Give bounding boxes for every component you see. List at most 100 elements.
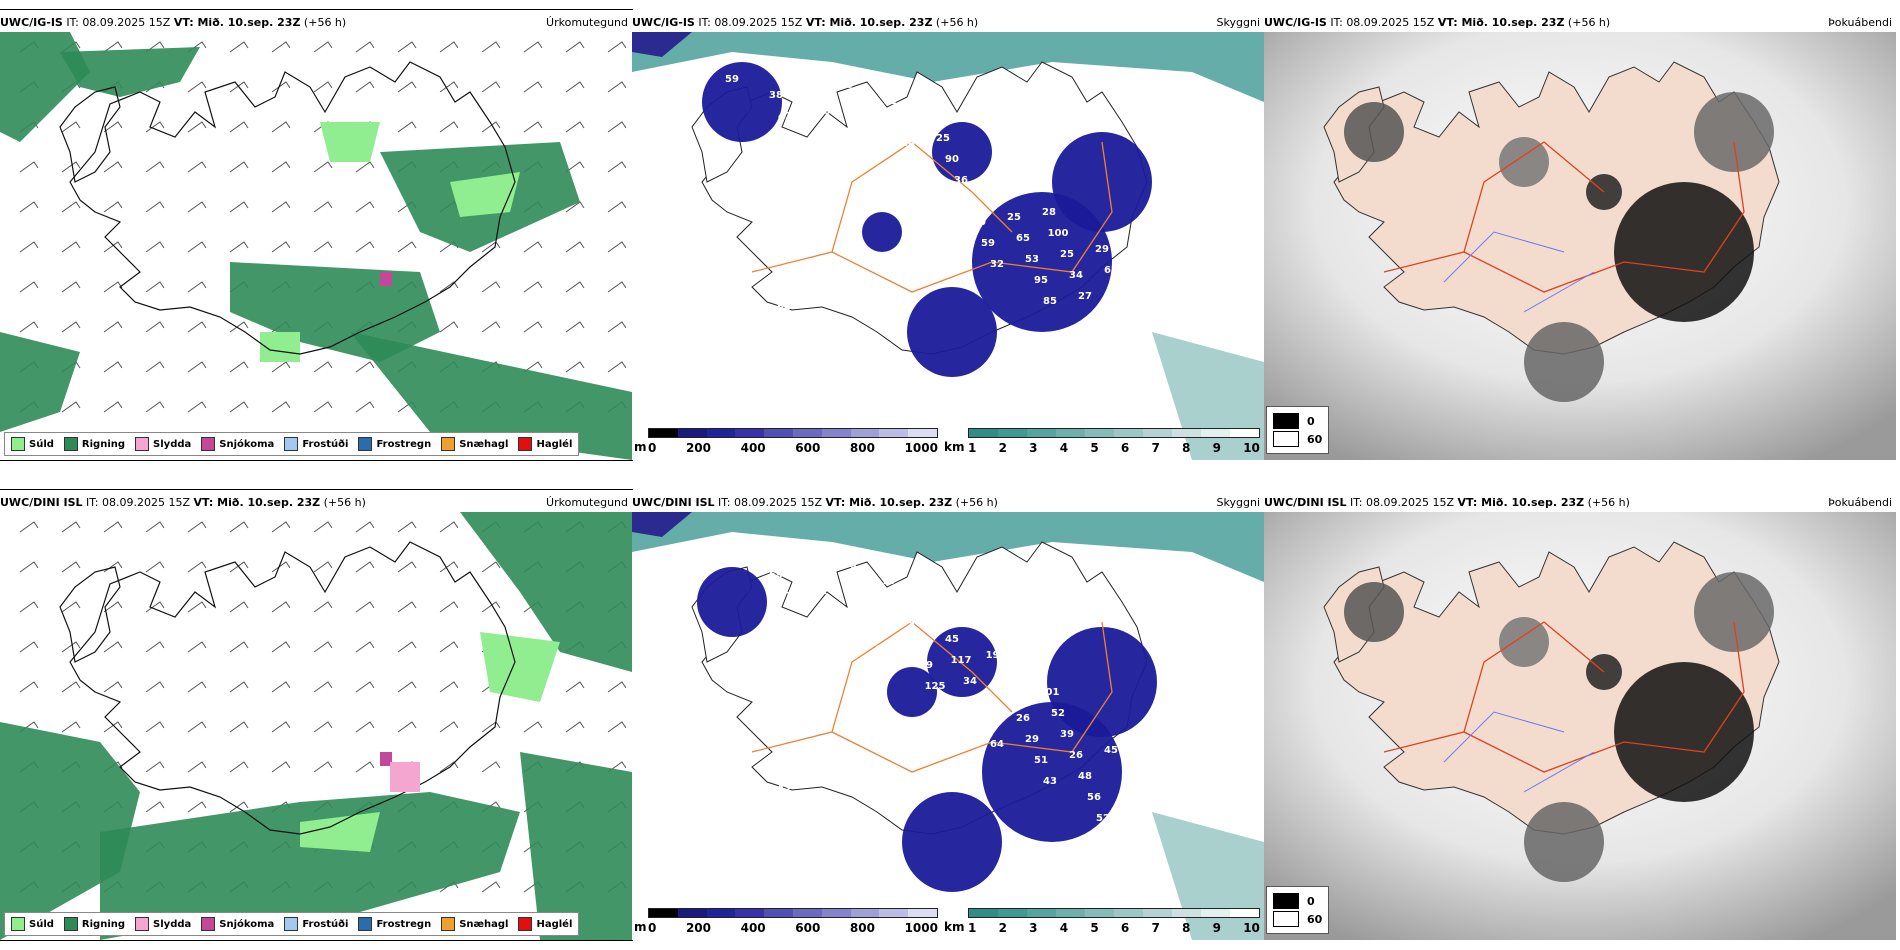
low-ceiling-area [702, 62, 782, 142]
wind-barb [229, 681, 249, 693]
wind-barb [271, 81, 291, 93]
wind-barb [439, 81, 459, 93]
colorbar-tick: 0 [648, 921, 657, 935]
colorbar-cell [706, 429, 736, 437]
wind-barb [313, 521, 333, 533]
ceiling-label: 70 [884, 665, 898, 676]
coastline [69, 61, 516, 355]
ceiling-label: 20 [742, 307, 756, 318]
legend-label: 0 [1307, 894, 1315, 908]
colorbar-cell [792, 429, 822, 437]
wind-barb [187, 681, 207, 693]
low-ceiling-area [862, 212, 902, 252]
ceiling-label: 117 [951, 655, 972, 666]
colorbar-tick: 10 [1243, 921, 1260, 935]
legend-item: Snæhagl [441, 917, 508, 931]
ceiling-label: 25 [1007, 212, 1021, 223]
wind-barb [481, 561, 501, 573]
wind-barb [19, 681, 39, 693]
legend-swatch [284, 917, 299, 931]
wind-barb [355, 41, 375, 53]
wind-barb [103, 601, 123, 613]
colorbar-cell [1056, 909, 1085, 917]
wind-barb [607, 161, 627, 173]
wind-barb [103, 41, 123, 53]
legend-label: Slydda [153, 438, 192, 450]
valid-time-label: VT: [825, 496, 850, 509]
ceiling-label: 68 [1007, 692, 1021, 703]
wind-barb [145, 241, 165, 253]
wind-barb [481, 121, 501, 133]
wind-barb [607, 81, 627, 93]
ceiling-label: 55 [866, 623, 880, 634]
wind-barb [271, 41, 291, 53]
valid-time: Mið. 10.sep. 23Z [849, 496, 953, 509]
ceiling-label: 48 [892, 117, 906, 128]
fog-index-legend: 0 60 [1266, 406, 1330, 454]
wind-barb [439, 281, 459, 293]
wind-barb [439, 321, 459, 333]
wind-barb [355, 81, 375, 93]
lead-time: (+56 h) [932, 16, 979, 29]
ceiling-label: 25 [936, 133, 950, 144]
wind-barb [61, 281, 81, 293]
ceiling-label: 36 [804, 565, 818, 576]
ceiling-label: 28 [786, 323, 800, 334]
colorbar-cell [1085, 909, 1114, 917]
wind-barb [565, 321, 585, 333]
field-name: Skyggni [1216, 16, 1260, 29]
precip-type-legend: Súld Rigning Slydda Snjókoma Frostúði Frostre… [4, 432, 580, 456]
legend-swatch [284, 437, 299, 451]
ceiling-label: 27 [1078, 291, 1092, 302]
legend-label: Súld [29, 438, 54, 450]
rain-area [0, 722, 140, 940]
colorbar-tick: 9 [1212, 441, 1221, 455]
ceiling-label: 30 [998, 671, 1012, 682]
ceiling-label: 16 [901, 138, 915, 149]
wind-barb [145, 121, 165, 133]
colorbar-cell [1172, 429, 1201, 437]
panel-title: UWC/DINI ISL IT: 08.09.2025 15Z VT: Mið.… [0, 496, 366, 509]
height-unit: m [634, 440, 647, 454]
init-time: IT: 08.09.2025 15Z [1346, 496, 1458, 509]
legend-swatch [11, 917, 25, 931]
fog-area [1344, 582, 1404, 642]
wind-barb [271, 601, 291, 613]
colorbar-tick: 4 [1059, 441, 1069, 455]
wind-barb [565, 721, 585, 733]
legend-item: Rigning [63, 917, 125, 931]
legend-swatch [1273, 431, 1299, 447]
colorbar-tick: 200 [685, 921, 712, 935]
wind-barb [355, 561, 375, 573]
wind-barb [355, 721, 375, 733]
colorbar-tick: 600 [795, 921, 821, 935]
fog-area [1499, 617, 1549, 667]
wind-barb [229, 521, 249, 533]
wind-barb [61, 721, 81, 733]
wind-barb [103, 401, 123, 413]
wind-barb [229, 361, 249, 373]
legend-label: Snjókoma [219, 918, 275, 930]
ceiling-label: 21 [795, 344, 809, 355]
drizzle-area [300, 812, 380, 852]
ceiling-label: 47 [884, 185, 898, 196]
precip-type-legend: Súld Rigning Slydda Snjókoma Frostúði Frostre… [4, 912, 580, 936]
colorbar-cell [1172, 909, 1201, 917]
wind-barb [397, 601, 417, 613]
ceiling-label: 32 [990, 259, 1004, 270]
legend-swatch [441, 917, 456, 931]
wind-barb [439, 721, 459, 733]
wind-barb [565, 81, 585, 93]
ceiling-label: 41 [822, 127, 836, 138]
ceiling-label: 29 [1025, 734, 1039, 745]
ceiling-label: 194 [986, 650, 1007, 661]
colorbar-cell [1027, 429, 1056, 437]
wind-barb [313, 361, 333, 373]
init-time: IT: 08.09.2025 15Z [1326, 16, 1438, 29]
wind-barb [607, 241, 627, 253]
colorbar-cell [1114, 429, 1143, 437]
panel-title: UWC/DINI ISL IT: 08.09.2025 15Z VT: Mið.… [1264, 496, 1630, 509]
fog-area [1524, 322, 1604, 402]
ceiling-label: 68 [875, 644, 889, 655]
coastline-westfjords [59, 566, 121, 663]
